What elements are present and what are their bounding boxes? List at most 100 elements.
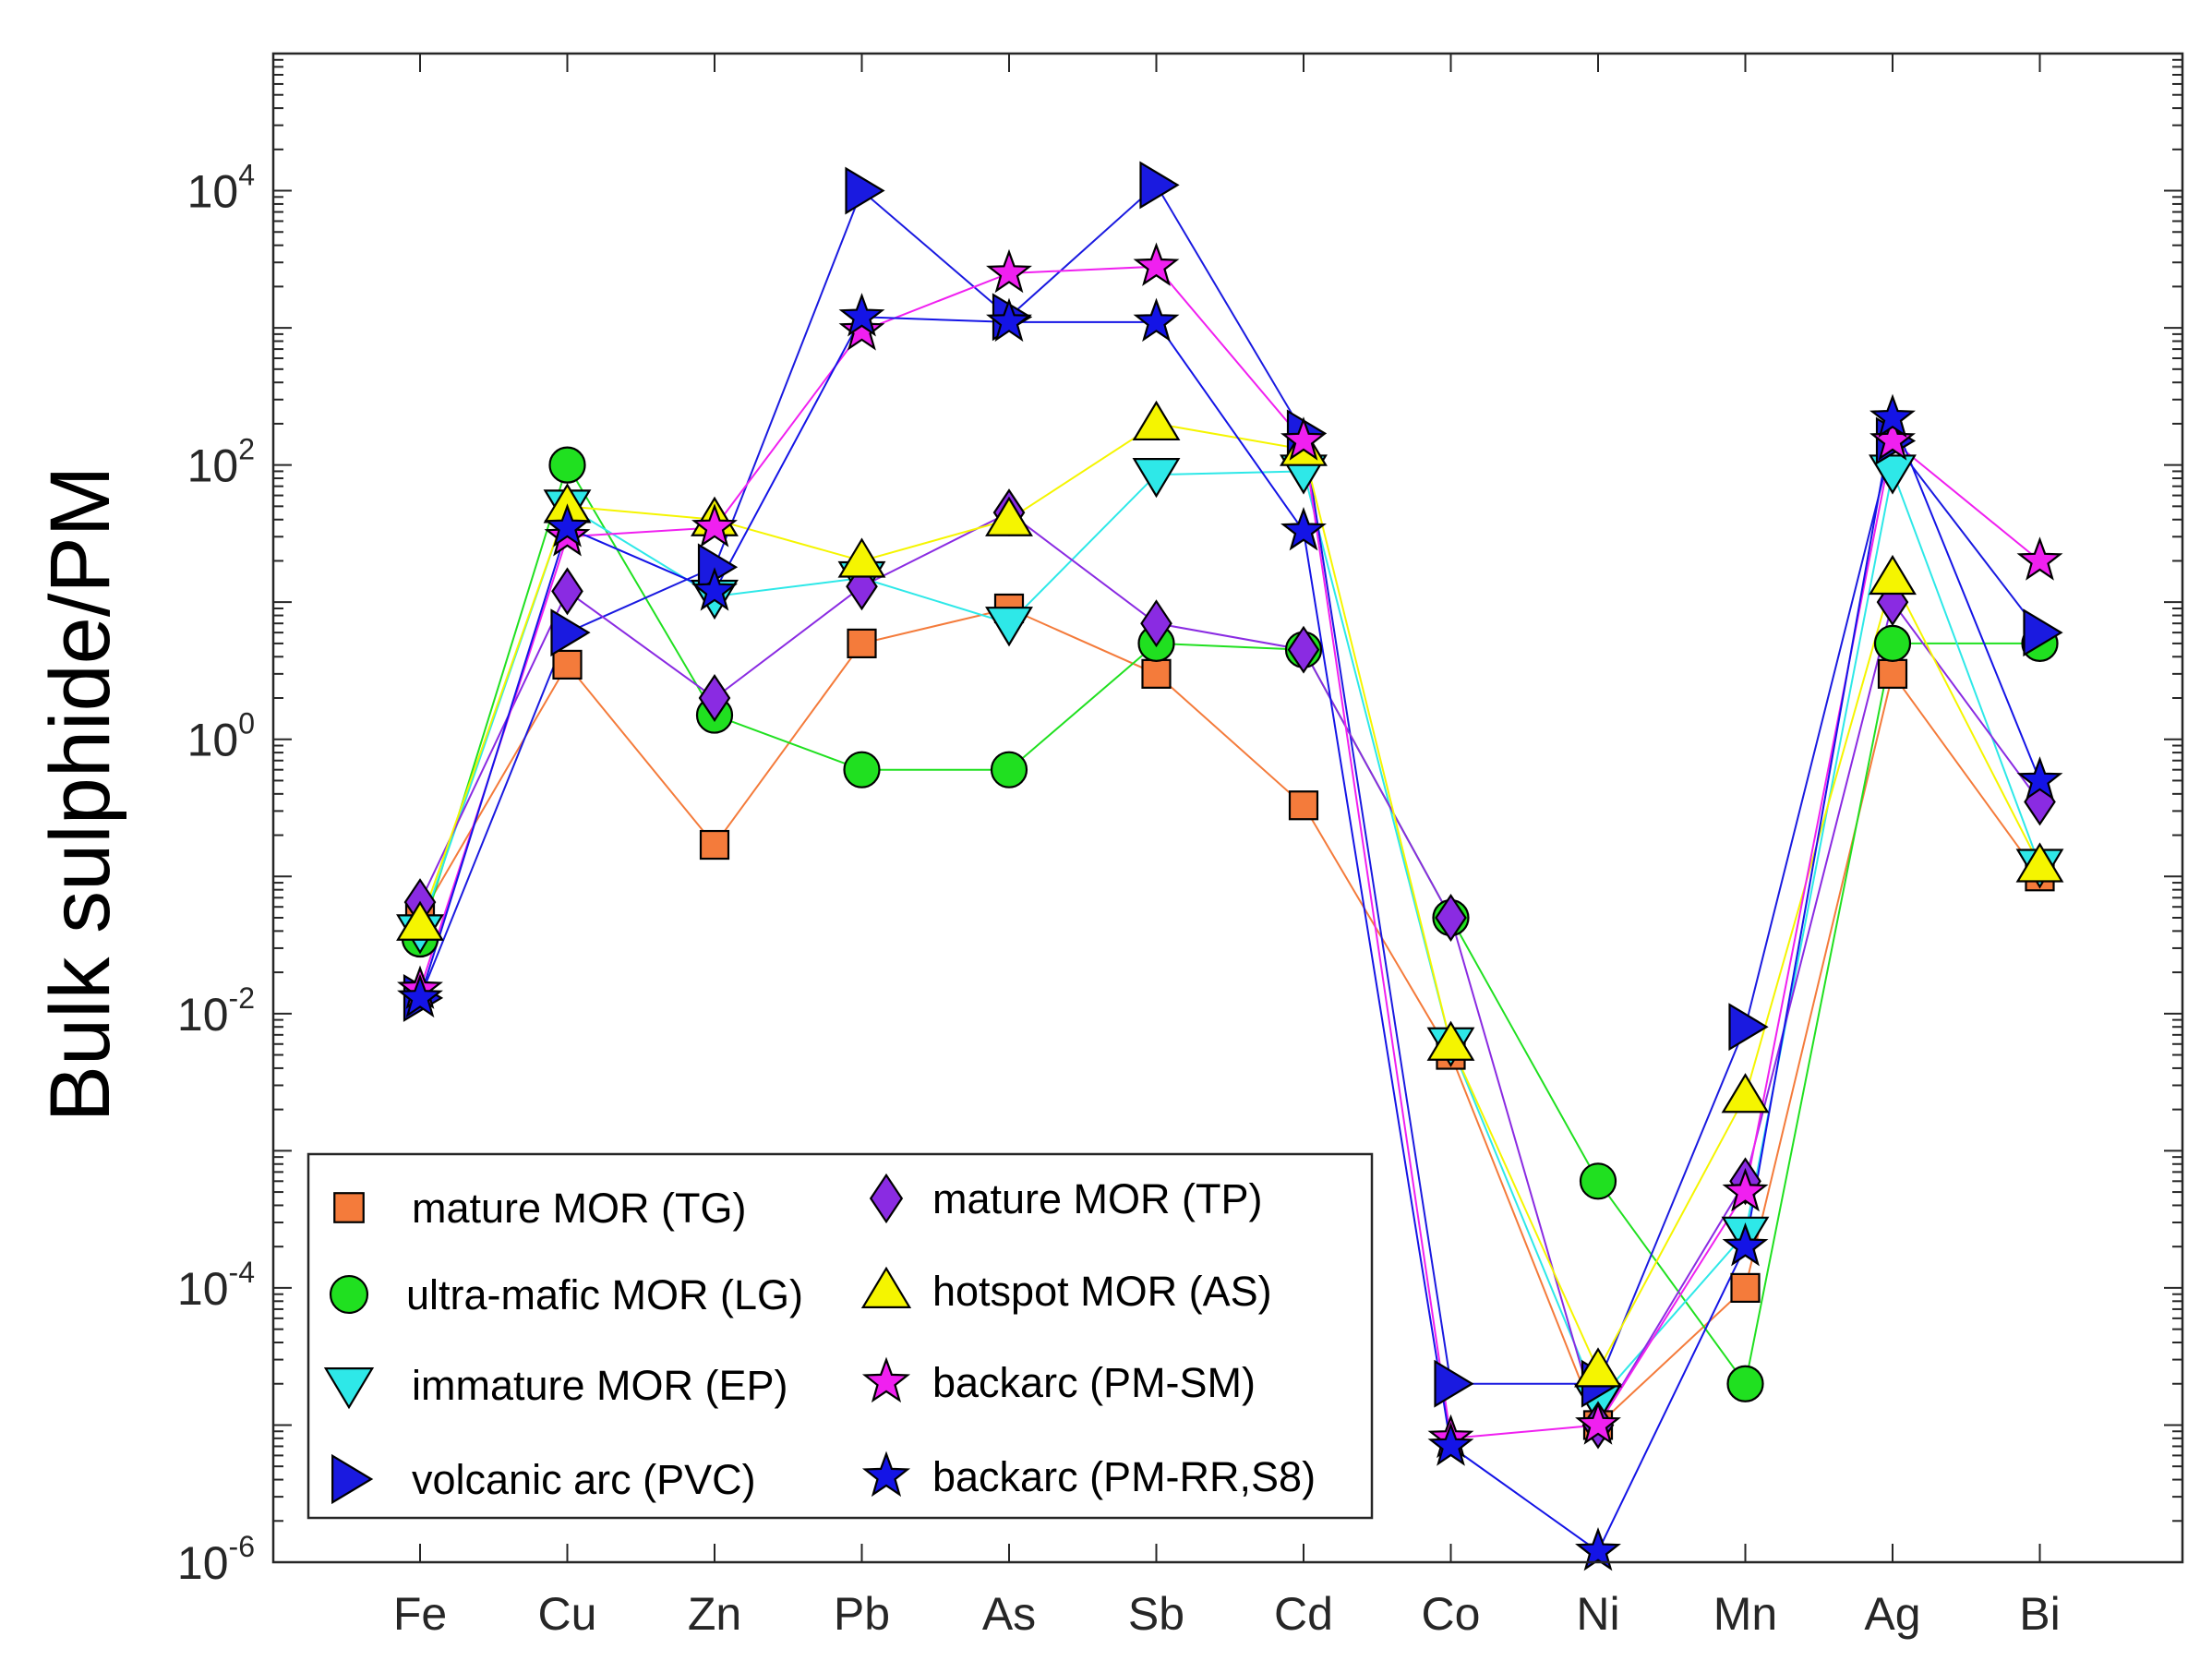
data-point [1869, 554, 1917, 596]
data-point [1722, 1167, 1769, 1212]
data-point [2016, 536, 2063, 581]
data-point [1730, 1272, 1761, 1304]
data-point [1869, 454, 1917, 495]
x-tick-label: Bi [2019, 1588, 2060, 1640]
data-point [544, 503, 591, 548]
data-point [552, 649, 583, 680]
series-line [419, 316, 2041, 1553]
data-point [1141, 658, 1172, 689]
data-point [1434, 1359, 1474, 1408]
legend-marker [333, 1192, 365, 1223]
data-point [698, 674, 731, 722]
data-point [551, 567, 583, 616]
data-point [1579, 1162, 1617, 1200]
data-point [838, 307, 885, 351]
data-point [699, 829, 730, 861]
x-tick-label: Zn [688, 1588, 741, 1640]
x-tick-label: Co [1422, 1588, 1481, 1640]
data-point [1575, 1401, 1621, 1445]
legend-marker [869, 1173, 904, 1224]
legend-label: backarc (PM-RR,S8) [932, 1453, 1316, 1500]
data-point [1132, 458, 1181, 499]
data-point [1728, 1003, 1769, 1052]
data-point [1869, 393, 1916, 439]
legend-label: backarc (PM-SM) [932, 1359, 1256, 1406]
data-point [396, 900, 444, 941]
x-tick-label: Sb [1128, 1588, 1184, 1640]
data-point [2023, 608, 2063, 657]
legend-item: hotspot MOR (AS) [860, 1266, 1272, 1315]
legend-box [307, 1152, 1374, 1520]
x-tick-label: Mn [1713, 1588, 1777, 1640]
legend-marker [860, 1266, 912, 1308]
series-lines [419, 183, 2041, 1553]
legend-marker [331, 1453, 374, 1505]
y-tick-label: 10-2 [177, 981, 255, 1041]
legend-marker [329, 1274, 369, 1315]
series-line [419, 265, 2041, 1439]
x-tick-label: Pb [834, 1588, 890, 1640]
legend-label: immature MOR (EP) [412, 1362, 788, 1409]
x-tick-label: Fe [393, 1588, 447, 1640]
data-point [1873, 624, 1912, 662]
x-tick-label: Ag [1864, 1588, 1920, 1640]
legend-label: mature MOR (TP) [932, 1175, 1263, 1222]
y-tick-label: 10-6 [177, 1530, 255, 1589]
data-point [1287, 625, 1320, 674]
y-tick-label: 100 [187, 707, 255, 766]
y-tick-label: 10-4 [177, 1256, 255, 1315]
legend-item: backarc (PM-RR,S8) [861, 1450, 1316, 1500]
legend: mature MOR (TG) ultra-mafic MOR (LG) immat… [307, 1152, 1374, 1520]
data-point [550, 608, 591, 657]
data-point [1435, 894, 1467, 942]
data-point [1722, 1222, 1769, 1267]
legend-item: mature MOR (TP) [869, 1173, 1263, 1224]
x-tick-label: Cu [538, 1588, 597, 1640]
data-point [1132, 400, 1181, 441]
data-point [1140, 599, 1172, 648]
data-point [837, 537, 886, 578]
data-point [2015, 842, 2064, 883]
data-point [990, 751, 1028, 788]
data-point [1133, 297, 1180, 343]
data-point [1427, 1422, 1474, 1466]
data-point [843, 751, 881, 788]
data-point [1426, 1020, 1475, 1061]
series-line [419, 512, 2041, 1427]
legend-label: hotspot MOR (AS) [932, 1268, 1272, 1315]
series-line [419, 183, 2041, 1385]
legend-label: ultra-mafic MOR (LG) [406, 1271, 803, 1318]
legend-marker [861, 1450, 911, 1498]
data-point [838, 293, 885, 337]
series-line [419, 607, 2041, 1427]
legend-marker [323, 1367, 375, 1410]
data-point [1721, 1073, 1770, 1113]
legend-item: mature MOR (TG) [333, 1185, 747, 1232]
data-point [1280, 416, 1327, 461]
x-tick-label: Cd [1274, 1588, 1333, 1640]
y-tick-label: 102 [187, 433, 255, 492]
data-point [986, 297, 1032, 343]
data-point [986, 248, 1032, 294]
legend-item: volcanic arc (PVC) [331, 1453, 756, 1505]
data-point [1869, 416, 1916, 461]
series-line [419, 422, 2041, 1373]
data-point [1288, 790, 1319, 821]
legend-item: immature MOR (EP) [323, 1362, 788, 1410]
axes-box [271, 52, 2184, 1564]
data-point [691, 567, 738, 611]
series-markers [396, 161, 2064, 1571]
data-point [1139, 161, 1180, 210]
x-tick-labels: Fe Cu Zn Pb As Sb Cd Co Ni Mn Ag Bi [393, 1588, 2061, 1640]
series-line [419, 463, 2040, 1387]
data-point [1574, 1347, 1622, 1388]
x-tick-label: Ni [1576, 1588, 1619, 1640]
data-point [845, 166, 885, 215]
data-point [985, 496, 1033, 536]
legend-marker [861, 1356, 911, 1403]
y-tick-label: 104 [187, 159, 255, 218]
legend-label: mature MOR (TG) [412, 1185, 747, 1232]
data-point [548, 446, 586, 484]
legend-label: volcanic arc (PVC) [412, 1456, 756, 1503]
